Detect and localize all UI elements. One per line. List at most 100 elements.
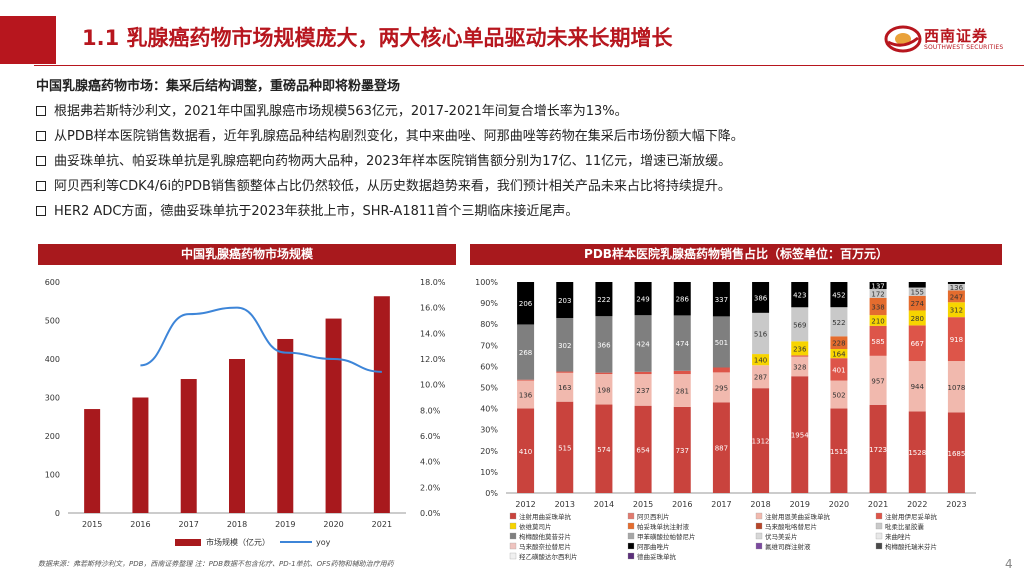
segment-value-label: 249 — [636, 296, 649, 304]
bullet-item: 阿贝西利等CDK4/6i的PDB销售额整体占比仍然较低，从历史数据趋势来看，我们… — [36, 175, 731, 194]
y-tick-label: 50% — [480, 384, 498, 393]
segment-value-label: 338 — [871, 303, 884, 311]
stack-segment — [869, 355, 887, 405]
legend-label: 阿那曲唑片 — [637, 542, 670, 551]
stack-segment — [595, 316, 613, 373]
legend-swatch — [755, 542, 763, 550]
x-tick-label: 2020 — [323, 520, 343, 529]
legend-swatch — [509, 542, 517, 550]
stack-segment — [673, 282, 691, 316]
y-right-tick-label: 12.0% — [420, 355, 446, 364]
y-right-tick-label: 2.0% — [420, 483, 441, 492]
stack-segment — [791, 356, 809, 377]
legend-swatch — [509, 522, 517, 530]
segment-value-label: 210 — [871, 317, 884, 325]
stack-segment — [830, 380, 848, 409]
segment-value-label: 137 — [871, 283, 884, 291]
segment-value-label: 198 — [597, 386, 610, 394]
stack-segment — [752, 354, 770, 366]
stack-segment — [830, 307, 848, 337]
stack-segment — [595, 374, 613, 405]
bullet-item: 根据弗若斯特沙利文，2021年中国乳腺癌市场规模563亿元，2017-2021年… — [36, 100, 628, 119]
segment-value-label: 172 — [871, 290, 884, 298]
segment-value-label: 452 — [832, 292, 845, 300]
stack-segment — [947, 317, 965, 362]
logo-emblem-icon — [884, 25, 922, 53]
stack-segment — [869, 297, 887, 316]
stack-segment — [752, 282, 770, 313]
page-title: 1.1 乳腺癌药物市场规模庞大，两大核心单品驱动未来长期增长 — [82, 26, 673, 50]
stack-segment — [947, 412, 965, 493]
segment-value-label: 247 — [950, 293, 963, 301]
bar-market-size — [229, 359, 245, 513]
stack-segment — [752, 388, 770, 493]
segment-value-label: 206 — [519, 300, 533, 308]
segment-value-label: 136 — [950, 284, 964, 292]
stack-segment — [830, 349, 848, 359]
bullet-item: HER2 ADC方面，德曲妥珠单抗于2023年获批上市，SHR-A1811首个三… — [36, 200, 578, 219]
stack-segment — [752, 312, 770, 355]
stack-segment — [712, 282, 730, 317]
y-tick-label: 60% — [480, 362, 498, 371]
segment-value-label: 1954 — [791, 432, 809, 440]
segment-value-label: 501 — [715, 339, 728, 347]
x-tick-label: 2012 — [515, 500, 535, 509]
bar-market-size — [277, 338, 294, 513]
stack-segment — [830, 408, 848, 493]
x-tick-label: 2021 — [868, 500, 888, 509]
stack-segment — [869, 404, 887, 493]
segment-value-label: 164 — [832, 351, 846, 359]
legend-swatch — [627, 512, 635, 520]
y-right-tick-label: 14.0% — [420, 329, 446, 338]
stack-segment — [947, 282, 965, 284]
legend-swatch — [875, 532, 883, 540]
segment-value-label: 887 — [715, 445, 728, 453]
segment-value-label: 286 — [676, 296, 690, 304]
stack-segment — [869, 282, 887, 290]
segment-value-label: 274 — [911, 300, 925, 308]
segment-value-label: 328 — [793, 363, 806, 371]
legend-label: 马来酸奈拉替尼片 — [519, 542, 571, 551]
segment-value-label: 222 — [597, 296, 610, 304]
stack-segment — [556, 372, 574, 402]
stack-segment — [517, 380, 535, 409]
y-tick-label: 20% — [480, 447, 498, 456]
stack-segment — [517, 324, 535, 380]
segment-value-label: 502 — [832, 392, 845, 400]
x-tick-label: 2016 — [130, 520, 150, 529]
stack-segment — [673, 374, 691, 407]
stack-segment — [830, 282, 848, 308]
stack-segment — [791, 341, 809, 356]
y-left-tick-label: 0 — [55, 509, 60, 518]
legend-swatch — [627, 532, 635, 540]
segment-value-label: 1078 — [948, 384, 966, 392]
segment-value-label: 401 — [832, 366, 845, 374]
segment-value-label: 574 — [597, 446, 611, 454]
legend-label: 注射用伊尼妥单抗 — [885, 512, 938, 521]
stack-segment — [908, 287, 926, 296]
stack-segment — [517, 379, 535, 381]
y-tick-label: 0% — [485, 489, 498, 498]
stack-segment — [517, 408, 535, 493]
legend-swatch — [627, 522, 635, 530]
x-tick-label: 2014 — [594, 500, 614, 509]
pdb-share-chart: 0%10%20%30%40%50%60%70%80%90%100%4101362… — [475, 278, 976, 561]
segment-value-label: 515 — [558, 444, 571, 452]
segment-value-label: 302 — [558, 342, 571, 350]
segment-value-label: 1685 — [948, 450, 966, 458]
segment-value-label: 295 — [715, 384, 728, 392]
segment-value-label: 366 — [597, 341, 611, 349]
stack-segment — [712, 367, 730, 373]
segment-value-label: 386 — [754, 294, 768, 302]
x-tick-label: 2017 — [711, 500, 731, 509]
x-tick-label: 2021 — [372, 520, 392, 529]
segment-value-label: 474 — [676, 340, 690, 348]
segment-value-label: 410 — [519, 448, 532, 456]
market-size-chart: 0 100 200 300 400 500 600 0.0% 2.0% 4.0% 6.0% 8.0% 1… — [45, 278, 446, 547]
y-tick-label: 30% — [480, 426, 498, 435]
x-tick-label: 2019 — [275, 520, 295, 529]
segment-value-label: 237 — [636, 387, 649, 395]
legend-label: 依维莫司片 — [519, 522, 552, 531]
stack-segment — [556, 401, 574, 493]
